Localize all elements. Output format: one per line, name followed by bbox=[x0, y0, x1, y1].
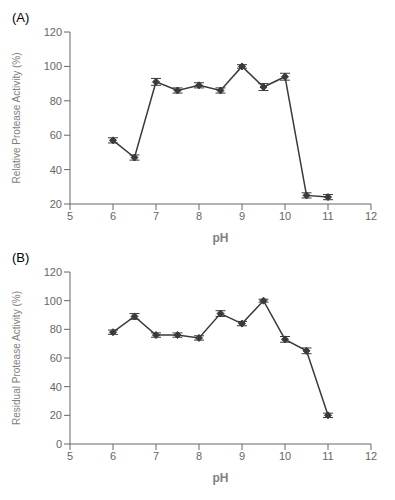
svg-text:6: 6 bbox=[110, 210, 116, 222]
svg-text:80: 80 bbox=[50, 95, 62, 107]
svg-text:10: 10 bbox=[279, 450, 291, 462]
svg-text:Relative Protease Activity (%): Relative Protease Activity (%) bbox=[11, 52, 22, 183]
svg-text:40: 40 bbox=[50, 381, 62, 393]
svg-text:11: 11 bbox=[322, 210, 333, 222]
svg-text:12: 12 bbox=[365, 210, 377, 222]
svg-text:100: 100 bbox=[44, 60, 62, 72]
svg-text:6: 6 bbox=[110, 450, 116, 462]
svg-text:8: 8 bbox=[196, 450, 202, 462]
svg-text:12: 12 bbox=[365, 450, 377, 462]
svg-text:Residual Protease Activity (%): Residual Protease Activity (%) bbox=[11, 291, 22, 425]
svg-text:11: 11 bbox=[322, 450, 333, 462]
svg-text:7: 7 bbox=[153, 450, 159, 462]
svg-text:5: 5 bbox=[67, 210, 73, 222]
svg-text:80: 80 bbox=[50, 323, 62, 335]
svg-text:pH: pH bbox=[213, 471, 229, 485]
svg-text:0: 0 bbox=[56, 438, 62, 450]
svg-text:10: 10 bbox=[279, 210, 291, 222]
svg-text:7: 7 bbox=[153, 210, 159, 222]
svg-text:8: 8 bbox=[196, 210, 202, 222]
svg-text:20: 20 bbox=[50, 198, 62, 210]
svg-text:120: 120 bbox=[44, 266, 62, 278]
svg-text:20: 20 bbox=[50, 409, 62, 421]
svg-text:100: 100 bbox=[44, 295, 62, 307]
html-text:(A): (A) bbox=[12, 10, 30, 25]
svg-text:9: 9 bbox=[239, 450, 245, 462]
svg-text:60: 60 bbox=[50, 352, 62, 364]
html-text:(B): (B) bbox=[12, 250, 30, 265]
svg-text:pH: pH bbox=[213, 231, 229, 245]
svg-text:120: 120 bbox=[44, 26, 62, 38]
svg-text:60: 60 bbox=[50, 129, 62, 141]
svg-text:9: 9 bbox=[239, 210, 245, 222]
svg-text:5: 5 bbox=[67, 450, 73, 462]
svg-text:40: 40 bbox=[50, 164, 62, 176]
